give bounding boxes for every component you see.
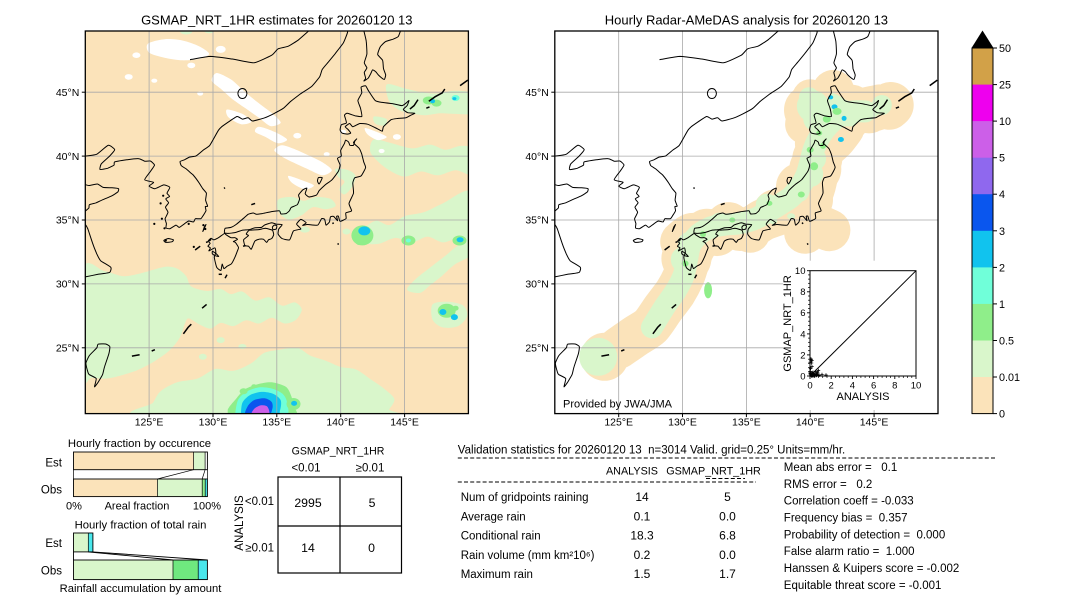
svg-text:Probability of detection = 0.: Probability of detection = 0.000: [784, 529, 945, 541]
svg-text:35°N: 35°N: [56, 215, 79, 227]
svg-text:2: 2: [800, 350, 805, 361]
svg-text:GSMAP_NRT_1HR estimates for 20: GSMAP_NRT_1HR estimates for 20260120 13: [141, 13, 412, 28]
svg-text:0.0: 0.0: [719, 509, 736, 523]
svg-text:Hanssen & Kuipers score = -0.0: Hanssen & Kuipers score = -0.002: [784, 563, 959, 575]
svg-text:145°E: 145°E: [860, 417, 889, 429]
svg-text:0.0: 0.0: [719, 548, 736, 562]
svg-text:Num of gridpoints raining: Num of gridpoints raining: [461, 492, 589, 504]
svg-text:1: 1: [999, 299, 1005, 311]
svg-text:0: 0: [368, 541, 375, 555]
svg-text:0.01: 0.01: [999, 372, 1020, 384]
svg-text:Rainfall accumulation by amoun: Rainfall accumulation by amount: [60, 583, 223, 595]
svg-text:145°E: 145°E: [390, 417, 419, 429]
svg-text:140°E: 140°E: [796, 417, 825, 429]
svg-text:Provided by JWA/JMA: Provided by JWA/JMA: [563, 399, 673, 411]
svg-text:Hourly fraction of total rain: Hourly fraction of total rain: [75, 520, 207, 532]
svg-text:Areal fraction: Areal fraction: [105, 501, 170, 513]
svg-text:5: 5: [999, 153, 1005, 165]
svg-text:False alarm ratio = 1.000: False alarm ratio = 1.000: [784, 546, 915, 558]
svg-text:ANALYSIS: ANALYSIS: [234, 495, 246, 551]
svg-text:50: 50: [999, 43, 1011, 55]
svg-text:Obs: Obs: [41, 485, 62, 497]
svg-text:100%: 100%: [193, 501, 221, 513]
svg-text:8: 8: [800, 287, 805, 298]
svg-text:4: 4: [800, 329, 805, 340]
svg-text:Hourly fraction by occurence: Hourly fraction by occurence: [68, 438, 211, 450]
svg-text:10: 10: [999, 116, 1011, 128]
svg-text:Rain volume (mm km²10⁶): Rain volume (mm km²10⁶): [461, 550, 595, 562]
svg-text:Est: Est: [45, 458, 62, 470]
svg-text:Maximum rain: Maximum rain: [461, 569, 533, 581]
svg-text:25°N: 25°N: [56, 343, 79, 355]
svg-text:3: 3: [999, 226, 1005, 238]
svg-text:Frequency bias = 0.357: Frequency bias = 0.357: [784, 512, 908, 524]
svg-text:40°N: 40°N: [56, 151, 79, 163]
svg-text:Mean abs error = 0.1: Mean abs error = 0.1: [784, 462, 897, 474]
svg-text:Conditional rain: Conditional rain: [461, 531, 541, 543]
svg-text:≥0.01: ≥0.01: [356, 463, 385, 475]
svg-text:1.5: 1.5: [634, 567, 651, 581]
svg-text:1.7: 1.7: [719, 567, 736, 581]
svg-text:5: 5: [724, 490, 731, 504]
svg-text:0.2: 0.2: [634, 548, 651, 562]
svg-text:25: 25: [999, 80, 1011, 92]
svg-text:5: 5: [369, 496, 376, 510]
svg-text:2995: 2995: [294, 496, 322, 510]
svg-text:GSMAP_NRT_1HR: GSMAP_NRT_1HR: [292, 446, 385, 458]
svg-text:4: 4: [850, 381, 855, 392]
svg-text:30°N: 30°N: [56, 279, 79, 291]
svg-text:Est: Est: [45, 538, 62, 550]
svg-text:10: 10: [911, 381, 922, 392]
svg-text:GSMAP_NRT_1HR: GSMAP_NRT_1HR: [666, 466, 761, 478]
svg-text:Correlation coeff = -0.033: Correlation coeff = -0.033: [784, 496, 914, 508]
svg-text:45°N: 45°N: [56, 87, 79, 99]
svg-text:ANALYSIS: ANALYSIS: [606, 466, 658, 478]
svg-text:130°E: 130°E: [668, 417, 697, 429]
svg-text:18.3: 18.3: [630, 529, 654, 543]
svg-text:ANALYSIS: ANALYSIS: [837, 391, 890, 403]
svg-text:40°N: 40°N: [525, 151, 548, 163]
svg-text:35°N: 35°N: [525, 215, 548, 227]
svg-text:≥0.01: ≥0.01: [245, 543, 274, 555]
svg-text:0: 0: [800, 371, 805, 382]
svg-text:0.5: 0.5: [999, 336, 1014, 348]
svg-text:8: 8: [892, 381, 897, 392]
svg-text:2: 2: [829, 381, 834, 392]
svg-text:<0.01: <0.01: [245, 496, 274, 508]
svg-text:Validation statistics for 2026: Validation statistics for 20260120 13 n=…: [458, 445, 845, 457]
svg-text:0: 0: [999, 409, 1005, 421]
svg-text:140°E: 140°E: [326, 417, 355, 429]
svg-text:Obs: Obs: [41, 566, 62, 578]
svg-text:<0.01: <0.01: [291, 463, 320, 475]
svg-text:135°E: 135°E: [732, 417, 761, 429]
svg-text:45°N: 45°N: [525, 87, 548, 99]
svg-text:6.8: 6.8: [719, 529, 736, 543]
svg-text:135°E: 135°E: [262, 417, 291, 429]
svg-text:125°E: 125°E: [135, 417, 164, 429]
svg-text:6: 6: [871, 381, 876, 392]
svg-text:25°N: 25°N: [525, 343, 548, 355]
svg-text:RMS error = 0.2: RMS error = 0.2: [784, 479, 873, 491]
svg-text:Equitable threat score = -0.00: Equitable threat score = -0.001: [784, 580, 942, 592]
svg-text:0.1: 0.1: [634, 509, 651, 523]
svg-text:GSMAP_NRT_1HR: GSMAP_NRT_1HR: [782, 275, 794, 371]
svg-text:0: 0: [807, 381, 812, 392]
svg-text:2: 2: [999, 262, 1005, 274]
svg-text:14: 14: [301, 541, 315, 555]
svg-text:125°E: 125°E: [604, 417, 633, 429]
svg-text:10: 10: [795, 266, 806, 277]
svg-text:0%: 0%: [66, 501, 82, 513]
svg-text:130°E: 130°E: [199, 417, 228, 429]
svg-text:30°N: 30°N: [525, 279, 548, 291]
svg-text:Average rain: Average rain: [461, 511, 526, 523]
svg-text:6: 6: [800, 308, 805, 319]
svg-text:14: 14: [635, 490, 649, 504]
svg-text:4: 4: [999, 189, 1005, 201]
svg-text:Hourly Radar-AMeDAS analysis f: Hourly Radar-AMeDAS analysis for 2026012…: [605, 13, 888, 28]
